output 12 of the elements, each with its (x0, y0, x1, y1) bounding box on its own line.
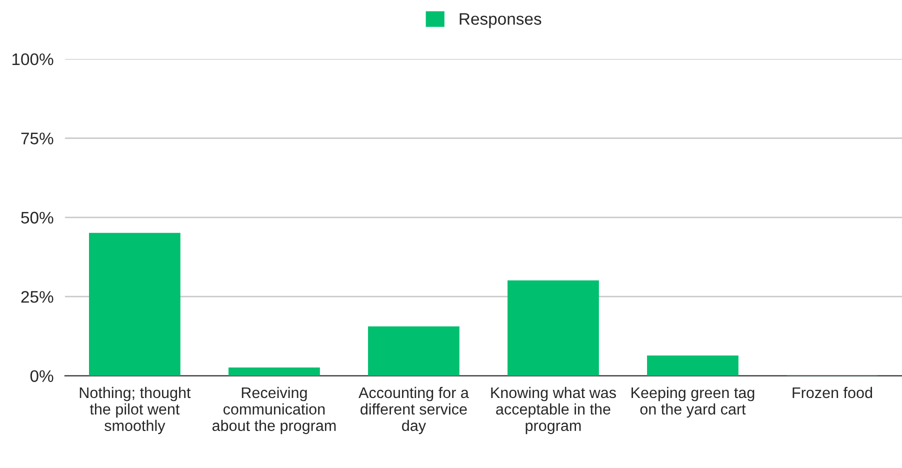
y-tick-label: 100% (12, 53, 54, 66)
x-tick-label: Knowing what was acceptable in the program (491, 386, 616, 434)
y-tick-label: 25% (21, 290, 54, 303)
x-tick-label: Accounting for a different service day (358, 386, 469, 434)
x-tick-label: Nothing; thought the pilot went smoothly (80, 386, 191, 434)
legend-label: Responses (460, 13, 542, 28)
x-tick-label: Keeping green tag on the yard cart (632, 386, 754, 418)
y-tick-label: 75% (21, 132, 54, 144)
y-tick-label: 50% (21, 212, 54, 224)
y-tick-label: 0% (30, 370, 54, 382)
x-tick-label: Receiving communication about the program (212, 386, 336, 434)
x-tick-label: Frozen food (792, 386, 872, 398)
